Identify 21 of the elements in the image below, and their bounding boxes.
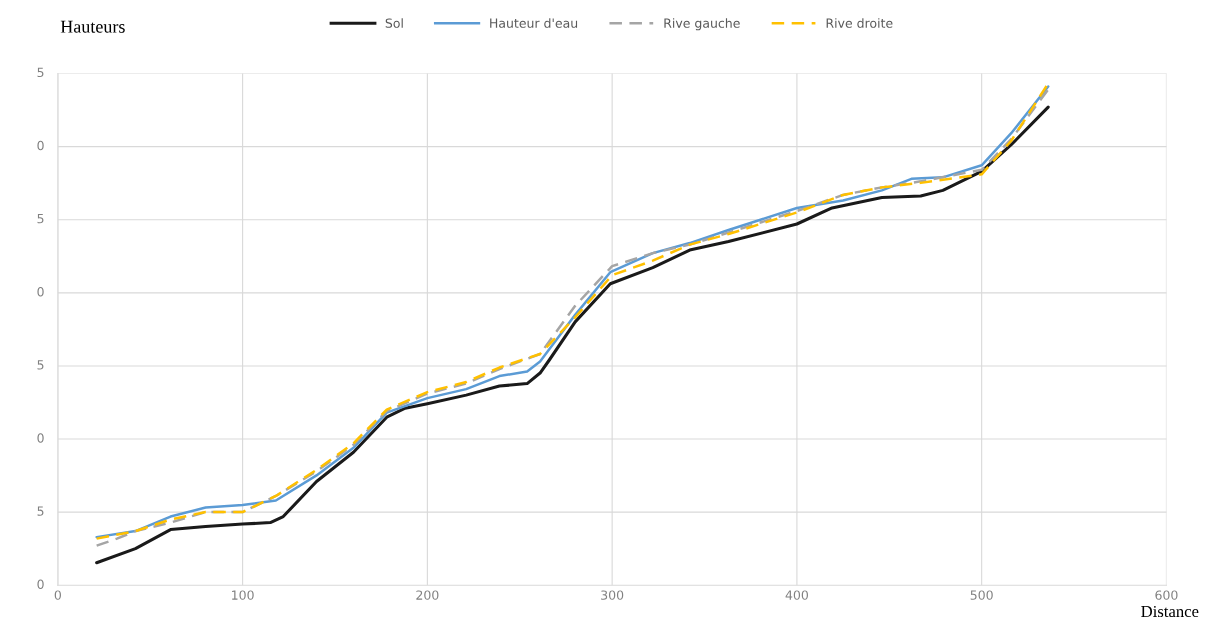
legend-label: Sol <box>385 18 403 28</box>
x-axis-title: Distance <box>1141 605 1199 618</box>
text: 0 <box>37 433 44 443</box>
x-tick-label: 100 <box>232 590 254 600</box>
text: 5 <box>37 214 44 224</box>
x-tick-label: 500 <box>970 590 993 600</box>
text: 0 <box>37 579 44 589</box>
text: 0 <box>37 140 44 151</box>
x-tick-label: 300 <box>601 590 624 600</box>
y-axis-title: Hauteurs <box>60 20 125 33</box>
legend-label: Rive gauche <box>664 18 740 31</box>
x-tick-label: 0 <box>54 590 61 600</box>
x-tick-label: 600 <box>1155 590 1178 600</box>
text: 5 <box>37 360 44 370</box>
x-tick-label: 400 <box>785 590 809 600</box>
legend-label: Hauteur d'eau <box>490 18 578 28</box>
text: 5 <box>37 67 44 78</box>
text: 0 <box>37 287 44 297</box>
legend-label: Rive droite <box>826 18 893 28</box>
text: 5 <box>37 506 44 516</box>
x-tick-label: 200 <box>416 590 439 600</box>
